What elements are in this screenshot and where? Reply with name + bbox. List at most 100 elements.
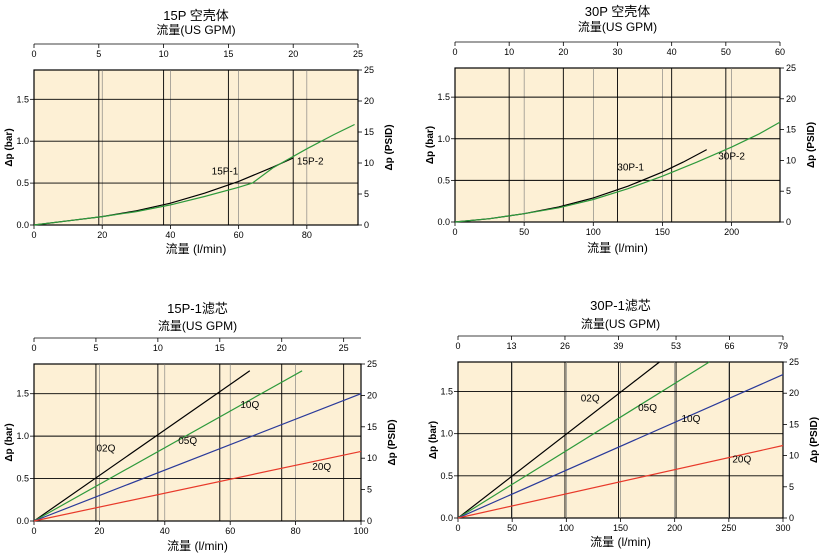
bottom-tick-label: 100 [586,227,601,237]
series-label-15p-2: 15P-2 [297,157,324,168]
series-line-05q [457,361,710,519]
right-tick-label: 0 [364,220,369,230]
bottom-tick-label: 50 [519,227,529,237]
left-tick-label: 0.5 [16,178,29,188]
bottom-axis-label: 流量 (l/min) [590,535,651,549]
plot-area [33,69,359,226]
bottom-tick-label: 0 [31,526,36,536]
right-tick-label: 25 [364,65,374,75]
right-tick-label: 20 [789,388,799,398]
bottom-axis-label: 流量 (l/min) [166,242,227,256]
right-axis-label: Δp (PSID) [809,417,820,463]
bottom-tick-label: 40 [160,526,170,536]
series-label-20q: 20Q [312,462,331,473]
left-tick-label: 0.5 [440,471,453,481]
series-label-20q: 20Q [732,454,751,465]
top-tick-label: 50 [721,47,731,57]
bottom-tick-label: 150 [613,523,628,533]
bottom-tick-label: 20 [94,526,104,536]
top-tick-label: 25 [353,49,363,59]
left-tick-label: 1.0 [16,431,29,441]
top-tick-label: 39 [613,341,623,351]
right-tick-label: 0 [789,513,794,523]
top-tick-label: 0 [452,47,457,57]
series-line-10q [457,374,784,519]
right-axis-label: Δp (PSID) [384,124,395,170]
right-tick-label: 5 [367,485,372,495]
right-tick-label: 20 [364,96,374,106]
series-line-02q [457,361,660,519]
top-axis-label: 流量(US GPM) [156,23,235,37]
top-tick-label: 10 [159,49,169,59]
bottom-tick-label: 250 [721,523,736,533]
right-tick-label: 5 [364,189,369,199]
series-line-10q [33,393,362,522]
left-tick-label: 1.0 [16,136,29,146]
top-axis-label: 流量(US GPM) [581,317,660,331]
top-tick-label: 15 [215,343,225,353]
right-tick-label: 20 [786,94,796,104]
bottom-tick-label: 150 [655,227,670,237]
right-axis-label: Δp (PSID) [387,419,398,465]
bottom-tick-label: 20 [97,230,107,240]
right-tick-label: 25 [789,357,799,367]
series-line-02q [33,370,251,522]
left-tick-label: 0.0 [16,516,29,526]
bottom-tick-label: 100 [559,523,574,533]
left-axis-label: Δp (bar) [4,423,15,461]
plot-area [33,363,362,522]
right-tick-label: 10 [367,453,377,463]
right-tick-label: 25 [367,359,377,369]
bottom-tick-label: 0 [455,523,460,533]
bottom-tick-label: 0 [452,227,457,237]
bottom-tick-label: 200 [724,227,739,237]
left-tick-label: 1.0 [437,134,450,144]
top-tick-label: 53 [671,341,681,351]
series-line-15p-2 [33,123,355,226]
left-tick-label: 0.0 [440,513,453,523]
top-axis-label: 流量(US GPM) [158,319,237,333]
top-tick-label: 79 [778,341,788,351]
right-tick-label: 5 [786,186,791,196]
top-tick-label: 0 [31,343,36,353]
right-tick-label: 15 [789,419,799,429]
top-axis-label: 流量(US GPM) [578,20,657,34]
chart-title: 15P-1滤芯 [167,301,228,316]
bottom-tick-label: 50 [507,523,517,533]
left-tick-label: 1.0 [440,429,453,439]
top-tick-label: 10 [153,343,163,353]
series-label-02q: 02Q [581,394,600,405]
bottom-tick-label: 300 [775,523,790,533]
right-axis-label: Δp (PSID) [806,122,817,168]
top-tick-label: 60 [775,47,785,57]
bottom-tick-label: 0 [31,230,36,240]
bottom-tick-label: 40 [165,230,175,240]
right-tick-label: 10 [786,155,796,165]
series-line-20q [457,444,784,519]
series-label-05q: 05Q [178,436,197,447]
top-tick-label: 26 [560,341,570,351]
top-tick-label: 20 [277,343,287,353]
series-label-10q: 10Q [681,414,700,425]
right-tick-label: 5 [789,482,794,492]
right-tick-label: 15 [364,127,374,137]
top-tick-label: 10 [504,47,514,57]
series-label-30p-1: 30P-1 [617,162,644,173]
bottom-tick-label: 60 [234,230,244,240]
left-tick-label: 1.5 [440,387,453,397]
left-tick-label: 0.5 [437,175,450,185]
series-label-30p-2: 30P-2 [718,152,745,163]
series-label-10q: 10Q [240,400,259,411]
top-tick-label: 20 [558,47,568,57]
top-tick-label: 30 [612,47,622,57]
left-tick-label: 0.0 [437,217,450,227]
bottom-tick-label: 200 [667,523,682,533]
series-label-15p-1: 15P-1 [212,167,239,178]
right-tick-label: 10 [789,451,799,461]
left-tick-label: 0.5 [16,474,29,484]
right-tick-label: 15 [367,422,377,432]
